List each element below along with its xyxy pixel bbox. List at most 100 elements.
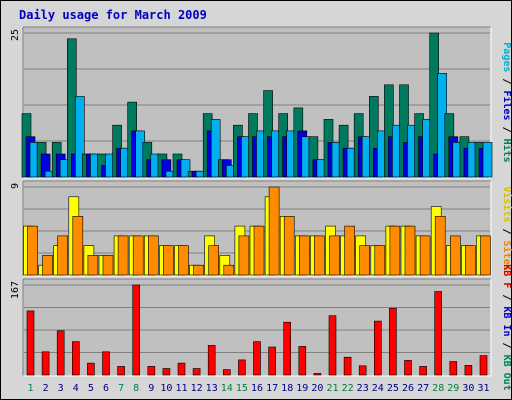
legend-entry: / xyxy=(501,337,512,355)
x-tick-label: 4 xyxy=(73,383,79,394)
bar-sites xyxy=(283,216,295,276)
bar-kb-f xyxy=(223,369,231,376)
bar-kb-f xyxy=(479,355,488,376)
bar-kb-f xyxy=(253,341,261,376)
x-tick-label: 7 xyxy=(118,383,124,394)
legend-entry: / xyxy=(501,222,512,240)
x-tick-label: 17 xyxy=(266,383,278,394)
bar-sites xyxy=(344,225,355,276)
x-tick-label: 26 xyxy=(402,383,414,394)
bar-sites xyxy=(148,235,159,276)
bar-pages xyxy=(482,142,493,178)
bar-kb-f xyxy=(434,291,443,376)
bar-kb-f xyxy=(464,364,473,376)
legend-entry: Sites xyxy=(501,241,512,271)
x-tick-label: 12 xyxy=(191,383,203,394)
bar-sites xyxy=(314,235,325,276)
x-tick-label: 15 xyxy=(236,383,248,394)
legend-entry: Files xyxy=(501,90,512,120)
chart-title: Daily usage for March 2009 xyxy=(19,8,207,22)
bar-sites xyxy=(374,245,386,276)
bar-kb-f xyxy=(373,320,382,376)
bar-sites xyxy=(193,264,204,276)
bar-kb-f xyxy=(268,346,276,376)
bar-kb-f xyxy=(449,361,458,376)
bar-sites xyxy=(465,245,476,276)
x-tick-label: 29 xyxy=(447,383,459,394)
x-tick-label: 16 xyxy=(251,383,263,394)
bar-kb-f xyxy=(389,307,397,376)
bar-sites xyxy=(480,235,491,276)
x-tick-label: 31 xyxy=(477,383,489,394)
legend-entry: KB F xyxy=(501,264,512,288)
x-tick-label: 18 xyxy=(281,383,293,394)
bar-kb-f xyxy=(72,341,80,376)
bar-sites xyxy=(42,255,53,276)
bar-sites xyxy=(27,225,38,276)
bar-sites xyxy=(102,255,114,276)
bar-sites xyxy=(359,245,371,276)
bar-sites xyxy=(117,235,129,276)
x-tick-label: 28 xyxy=(432,383,444,394)
x-tick-label: 30 xyxy=(462,383,474,394)
x-tick-label: 25 xyxy=(387,383,399,394)
bar-sites xyxy=(268,186,280,276)
y-max-label: 25 xyxy=(10,29,21,41)
bar-kb-f xyxy=(177,362,186,376)
bar-kb-f xyxy=(102,351,110,376)
y-max-label: 167 xyxy=(10,281,21,299)
x-tick-label: 10 xyxy=(160,383,172,394)
x-tick-label: 2 xyxy=(43,383,49,394)
bar-sites xyxy=(404,225,416,276)
x-tick-label: 21 xyxy=(326,383,338,394)
bar-kb-f xyxy=(313,373,322,376)
bar-kb-f xyxy=(41,351,50,376)
x-tick-label: 6 xyxy=(103,383,109,394)
x-tick-label: 22 xyxy=(342,383,354,394)
series-legend-label: Pages / Files / Hits xyxy=(501,42,512,162)
bar-sites xyxy=(238,235,250,276)
bar-sites xyxy=(419,235,431,276)
x-tick-label: 23 xyxy=(357,383,369,394)
bar-pages xyxy=(180,159,191,178)
x-tick-label: 14 xyxy=(221,383,233,394)
bar-sites xyxy=(329,235,340,276)
bar-pages xyxy=(75,96,85,178)
series-legend-label: Visits / Sites xyxy=(501,186,512,270)
bar-kb-f xyxy=(283,321,292,376)
bar-kb-f xyxy=(162,368,171,376)
bar-sites xyxy=(132,235,144,276)
bar-sites xyxy=(449,235,461,276)
bar-kb-f xyxy=(238,359,246,376)
x-tick-label: 8 xyxy=(133,383,139,394)
bar-sites xyxy=(223,264,235,276)
bar-kb-f xyxy=(207,345,216,376)
x-tick-label: 27 xyxy=(417,383,429,394)
bar-kb-f xyxy=(132,284,140,376)
x-tick-label: 9 xyxy=(148,383,154,394)
legend-entry: / xyxy=(501,121,512,139)
bar-sites xyxy=(163,245,174,276)
bar-kb-f xyxy=(328,315,337,376)
bar-pages xyxy=(210,119,221,178)
bar-kb-f xyxy=(87,362,95,376)
bar-kb-f xyxy=(147,366,156,376)
bar-sites xyxy=(298,235,310,276)
x-tick-label: 13 xyxy=(206,383,218,394)
bar-kb-f xyxy=(404,360,412,376)
bar-sites xyxy=(57,235,69,276)
bar-kb-f xyxy=(358,365,367,376)
legend-entry: KB Out xyxy=(501,355,512,391)
bar-sites xyxy=(87,255,99,276)
x-tick-label: 24 xyxy=(372,383,384,394)
bar-sites xyxy=(389,225,401,276)
bar-sites xyxy=(253,225,265,276)
legend-entry: KB In xyxy=(501,306,512,336)
x-tick-label: 19 xyxy=(296,383,308,394)
bar-sites xyxy=(72,216,84,276)
legend-entry: / xyxy=(501,288,512,306)
bar-sites xyxy=(208,245,219,276)
legend-entry: Hits xyxy=(501,139,512,163)
x-tick-label: 11 xyxy=(175,383,187,394)
